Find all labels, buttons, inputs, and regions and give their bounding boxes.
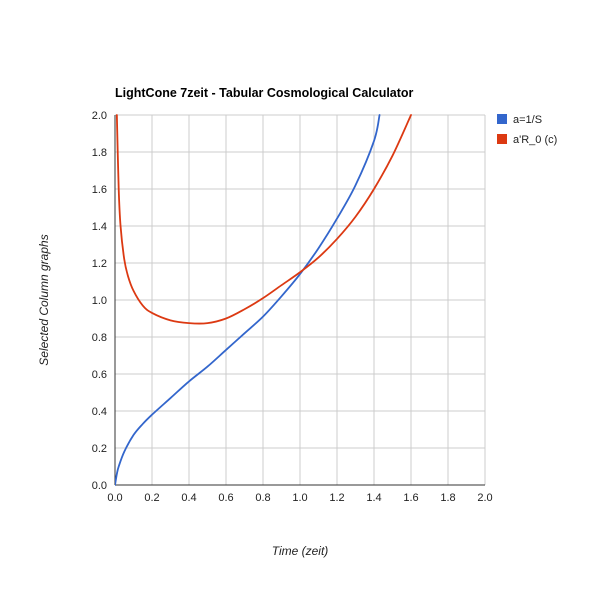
y-tick-label: 1.2 xyxy=(92,258,107,270)
legend-swatch-a-s xyxy=(497,114,507,124)
axes xyxy=(114,115,485,486)
series-line-0 xyxy=(115,114,381,486)
y-tick-label: 0.4 xyxy=(92,406,107,418)
x-tick-label: 1.2 xyxy=(329,492,344,504)
y-tick-label: 1.8 xyxy=(92,147,107,159)
y-tick-label: 0.0 xyxy=(92,480,107,492)
x-tick-label: 0.0 xyxy=(107,492,122,504)
legend-swatch-a-r0 xyxy=(497,134,507,144)
x-tick-label: 1.4 xyxy=(366,492,381,504)
x-axis-title: Time (zeit) xyxy=(272,544,329,558)
legend-label-a-s: a=1/S xyxy=(513,114,542,126)
x-tick-label: 1.8 xyxy=(440,492,455,504)
x-tick-label: 1.6 xyxy=(403,492,418,504)
x-tick-label: 2.0 xyxy=(477,492,492,504)
tick-labels: 0.0 0.2 0.4 0.6 0.8 1.0 1.2 1.4 1.6 1.8 2.0 0.0 0.2 0… xyxy=(92,110,493,504)
series-lines xyxy=(115,114,412,486)
y-tick-label: 0.6 xyxy=(92,369,107,381)
y-axis-title: Selected Column graphs xyxy=(37,234,51,365)
y-tick-label: 0.8 xyxy=(92,332,107,344)
x-tick-label: 0.8 xyxy=(255,492,270,504)
x-tick-label: 0.2 xyxy=(144,492,159,504)
grid xyxy=(114,114,486,486)
legend: a=1/S a'R_0 (c) xyxy=(497,114,557,146)
y-tick-label: 2.0 xyxy=(92,110,107,122)
x-tick-label: 0.4 xyxy=(181,492,196,504)
series-line-1 xyxy=(115,114,412,325)
x-tick-label: 0.6 xyxy=(218,492,233,504)
chart-title: LightCone 7zeit - Tabular Cosmological C… xyxy=(115,86,414,100)
legend-label-a-r0: a'R_0 (c) xyxy=(513,134,557,146)
y-tick-label: 1.4 xyxy=(92,221,107,233)
x-tick-label: 1.0 xyxy=(292,492,307,504)
y-tick-label: 0.2 xyxy=(92,443,107,455)
y-tick-label: 1.6 xyxy=(92,184,107,196)
y-tick-label: 1.0 xyxy=(92,295,107,307)
